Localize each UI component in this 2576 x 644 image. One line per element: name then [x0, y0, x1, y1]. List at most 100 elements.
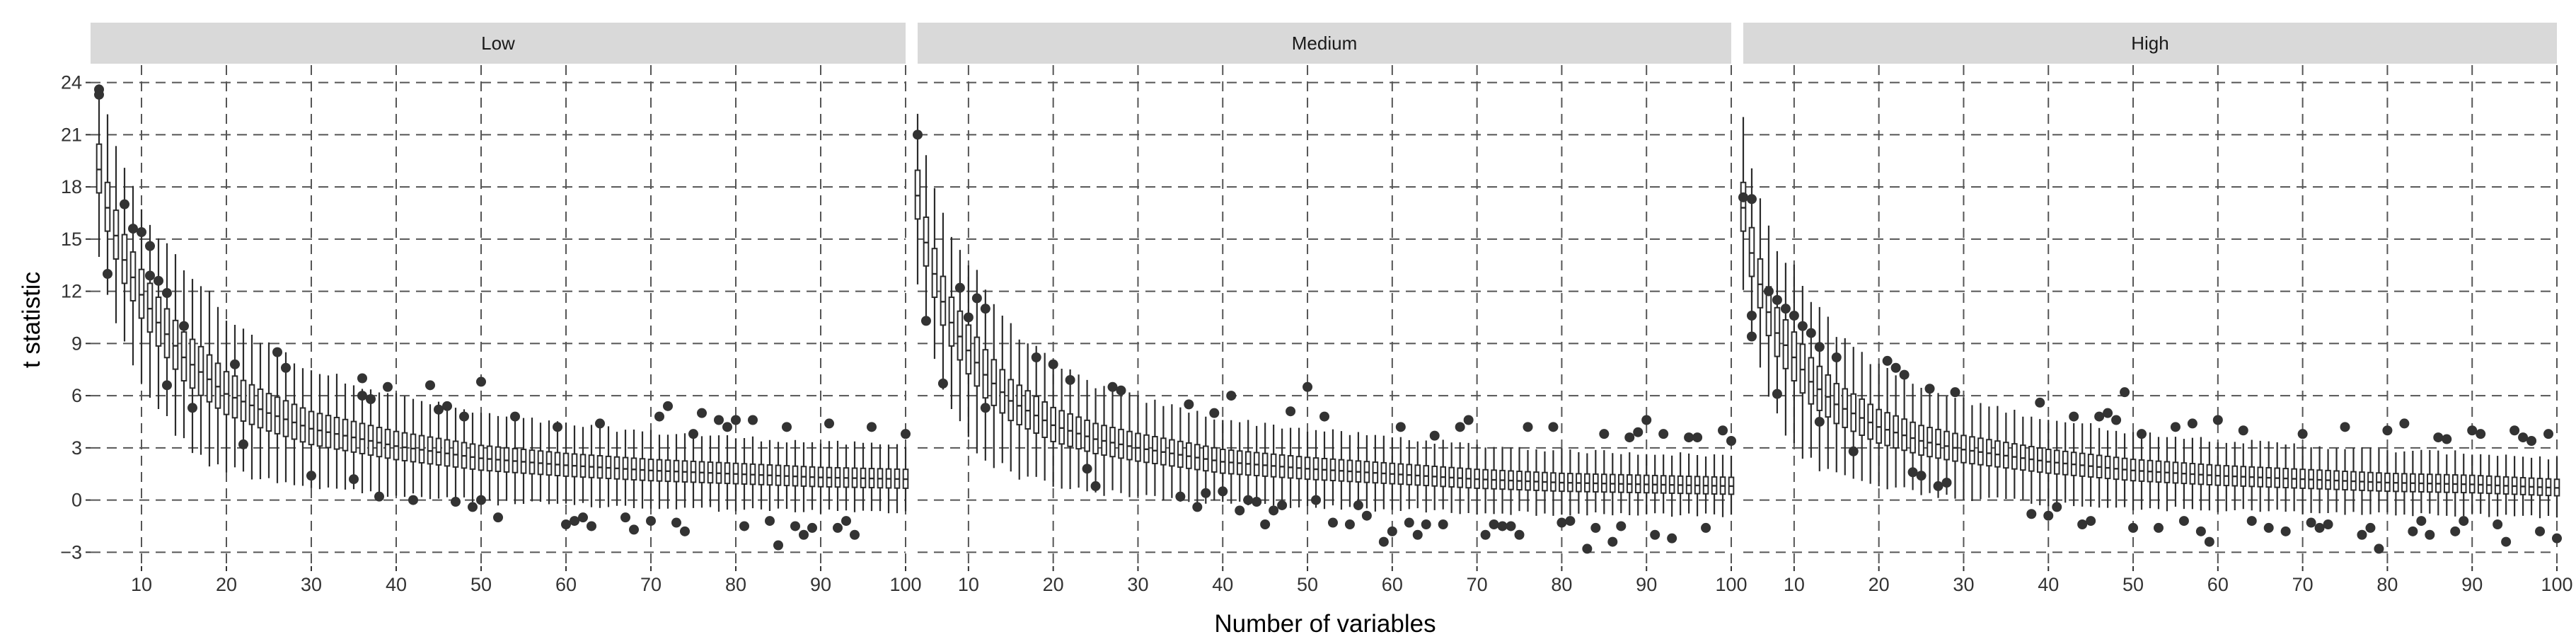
- outlier-point: [748, 415, 758, 425]
- x-tick-label: 10: [958, 574, 979, 595]
- outlier-point: [162, 380, 172, 391]
- boxplot-56: [1355, 432, 1362, 510]
- boxplot-47: [1278, 428, 1286, 507]
- outlier-point: [1650, 529, 1660, 540]
- boxplot-88: [1626, 452, 1633, 515]
- boxplot-54: [2164, 437, 2171, 512]
- outlier-point: [2357, 529, 2367, 540]
- boxplot-31: [1969, 405, 1975, 501]
- outlier-point: [1548, 422, 1559, 432]
- outlier-point: [1209, 408, 1220, 418]
- boxplot-41: [401, 396, 408, 498]
- boxplot-36: [2011, 409, 2018, 499]
- outlier-point: [357, 373, 367, 384]
- outlier-point: [1353, 500, 1363, 510]
- boxplot-23: [1075, 374, 1082, 488]
- boxplot-57: [537, 422, 544, 502]
- boxplot-81: [2393, 452, 2399, 516]
- outlier-point: [2526, 436, 2537, 446]
- boxplot-31: [1143, 403, 1150, 495]
- outlier-point: [841, 516, 851, 527]
- outlier-point: [1378, 536, 1389, 547]
- outlier-point: [2153, 522, 2164, 533]
- outlier-point: [980, 403, 990, 413]
- outlier-point: [1506, 521, 1516, 531]
- boxplot-70: [1474, 444, 1480, 515]
- boxplot-30: [1960, 397, 1967, 500]
- facet-panel-medium: Medium 10 20 30 40 50 60 70 80 90 100: [913, 23, 1748, 595]
- boxplot-87: [1617, 454, 1624, 514]
- boxplot-71: [1482, 447, 1489, 514]
- x-tick-label: 80: [2376, 574, 2398, 595]
- outlier-point: [154, 275, 163, 286]
- outlier-point: [1924, 384, 1935, 394]
- outlier-point: [1772, 389, 1782, 399]
- boxplot-95: [2511, 456, 2518, 517]
- box: [999, 369, 1006, 414]
- boxplot-59: [2206, 442, 2213, 511]
- outlier-point: [980, 304, 990, 314]
- outlier-point: [434, 404, 444, 415]
- boxplot-44: [427, 404, 434, 500]
- boxplot-10: [1791, 264, 1798, 444]
- boxplot-57: [2189, 437, 2196, 510]
- boxplot-88: [800, 442, 807, 512]
- boxplot-34: [342, 384, 349, 490]
- boxplot-49: [2121, 433, 2128, 507]
- outlier-point: [187, 403, 197, 413]
- boxplot-34: [1169, 404, 1175, 498]
- outlier-point: [1916, 471, 1927, 481]
- outlier-point: [1941, 478, 1952, 488]
- outlier-point: [937, 378, 948, 389]
- boxplot-63: [2240, 443, 2247, 510]
- outlier-point: [1319, 411, 1329, 422]
- boxplot-49: [1295, 427, 1303, 508]
- outlier-point: [1746, 331, 1757, 342]
- boxplot-26: [1101, 386, 1107, 496]
- boxplot-69: [2291, 443, 2297, 512]
- outlier-point: [807, 522, 817, 533]
- boxplot-30: [308, 370, 315, 488]
- boxplot-48: [461, 409, 468, 498]
- boxplot-17: [1850, 347, 1857, 479]
- outlier-point: [510, 411, 520, 422]
- boxplot-5: [923, 155, 930, 324]
- outlier-point: [1175, 491, 1186, 502]
- boxplot-71: [656, 435, 663, 510]
- y-tick-label: 12: [61, 281, 82, 302]
- outlier-point: [1463, 415, 1474, 425]
- boxplot-80: [2384, 449, 2391, 512]
- boxplot-79: [724, 435, 731, 510]
- box: [1799, 343, 1806, 394]
- outlier-point: [773, 540, 783, 551]
- outlier-point: [1556, 517, 1567, 528]
- x-tick-label: 10: [1784, 574, 1805, 595]
- boxplots: [914, 113, 1735, 517]
- boxplot-67: [1448, 442, 1455, 513]
- outlier-point: [137, 227, 146, 237]
- boxplot-11: [146, 224, 154, 398]
- boxplot-48: [2113, 430, 2120, 508]
- boxplot-8: [948, 236, 955, 409]
- outlier-point: [238, 439, 248, 449]
- boxplot-42: [410, 398, 417, 494]
- outlier-point: [570, 516, 579, 527]
- x-axis: 10 20 30 40 50 60 70 80 90 100: [958, 566, 1748, 595]
- outlier-point: [722, 422, 732, 432]
- boxplot-24: [257, 343, 264, 480]
- boxplot-6: [931, 188, 938, 360]
- boxplot-42: [2062, 422, 2069, 503]
- outlier-point: [2246, 516, 2257, 527]
- outlier-point: [1806, 328, 1816, 338]
- outlier-point: [1667, 533, 1677, 544]
- boxplot-14: [172, 254, 179, 436]
- boxplot-23: [248, 334, 255, 480]
- boxplot-99: [1719, 454, 1726, 517]
- outlier-point: [272, 347, 282, 357]
- boxplot-32: [1977, 403, 1984, 500]
- x-tick-label: 60: [1382, 574, 1403, 595]
- x-tick-label: 40: [2038, 574, 2059, 595]
- outlier-point: [2204, 536, 2214, 547]
- boxplot-39: [1211, 419, 1218, 501]
- outlier-point: [2128, 522, 2139, 533]
